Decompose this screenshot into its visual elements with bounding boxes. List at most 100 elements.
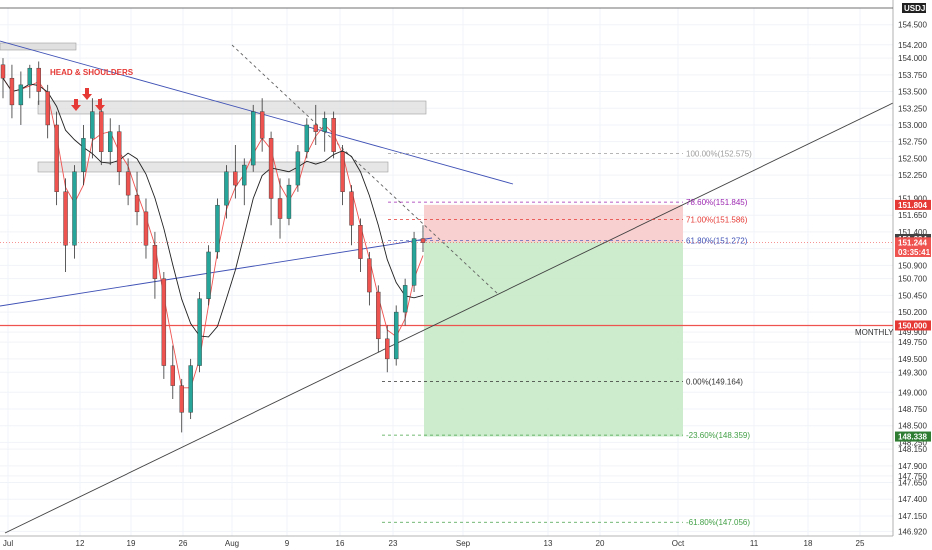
date-tick-label: 25 [856, 539, 865, 548]
candle-body [161, 278, 167, 366]
candle-body [420, 238, 426, 243]
price-badge [895, 237, 931, 248]
candlestick-layer[interactable] [0, 58, 426, 433]
dashed-projection-line [231, 44, 499, 295]
zone-layer [0, 42, 427, 173]
price-tick-label: 152.250 [898, 171, 927, 180]
date-tick-label: Oct [672, 539, 685, 548]
candle-body [54, 124, 59, 192]
date-tick-label: 11 [750, 539, 759, 548]
price-tick-label: 148.750 [898, 405, 927, 414]
price-tick-label: 149.900 [898, 328, 927, 337]
price-tick-label: 148.250 [898, 438, 927, 447]
fibonacci-level-label: 78.60%(151.845) [686, 198, 748, 207]
price-tick-label: 151.400 [898, 228, 927, 237]
candle-body [277, 198, 283, 219]
candle-body [99, 111, 104, 152]
candle-body [349, 191, 354, 226]
price-badge-label: 151.804 [898, 201, 927, 210]
price-tick-label: 153.750 [898, 71, 927, 80]
price-tick-label: 149.500 [898, 355, 927, 364]
price-tick-label: 148.150 [898, 445, 927, 454]
price-tick-label: 147.750 [898, 472, 927, 481]
price-tick-label: 147.650 [898, 479, 927, 488]
price-tick-label: 153.000 [898, 121, 927, 130]
shoulder-arrow-icon [95, 99, 105, 111]
candle-body [188, 365, 193, 413]
stop-loss-zone [424, 204, 683, 243]
candle-body [9, 77, 15, 106]
price-tick-labels: 154.500 154.200 154.000 153.750 153.500 153.2… [898, 21, 927, 537]
candle-body [197, 298, 202, 366]
fibonacci-level-label: -23.60%(148.359) [686, 431, 750, 440]
shoulder-arrow-icon [71, 99, 81, 111]
candle-body [108, 131, 113, 152]
price-axis-panel [893, 0, 932, 550]
price-tick-label: 154.000 [898, 54, 927, 63]
position-layer [0, 204, 893, 437]
price-tick-label: 150.450 [898, 291, 927, 300]
candle-body [393, 311, 399, 360]
price-tick-label: 152.750 [898, 138, 927, 147]
price-badge-label: 150.000 [898, 321, 927, 330]
price-tick-label: 151.900 [898, 194, 927, 203]
price-tick-label: 149.300 [898, 368, 927, 377]
date-tick-label: 18 [804, 539, 813, 548]
candle-body [125, 171, 131, 196]
date-tick-label: Jul [3, 539, 13, 548]
candle-body [206, 251, 211, 299]
price-tick-label: 148.500 [898, 422, 927, 431]
candle-body [331, 118, 336, 152]
date-tick-labels: Jul 12 19 26 Aug 9 16 23 Sep 13 20 Oct 11 18 25 [3, 539, 865, 548]
date-tick-label: Aug [225, 539, 239, 548]
date-tick-label: 16 [336, 539, 345, 548]
price-badge [895, 431, 931, 442]
annotation-layer: HEAD & SHOULDERS [50, 68, 134, 111]
symbol-badge: USDJPY [902, 3, 932, 13]
candle-body [259, 111, 265, 139]
price-tick-label: 146.920 [898, 527, 927, 536]
take-profit-zone [424, 242, 683, 437]
fibonacci-level-label: 61.80%(151.272) [686, 236, 748, 245]
price-tick-label: 149.000 [898, 388, 927, 397]
date-tick-label: 19 [127, 539, 136, 548]
date-tick-label: 26 [179, 539, 188, 548]
price-tick-label: 147.400 [898, 495, 927, 504]
price-tick-label: 147.150 [898, 512, 927, 521]
price-tick-label: 149.750 [898, 338, 927, 347]
candle-body [304, 124, 310, 152]
neckline-zone-lower [37, 161, 389, 173]
candle-body [0, 64, 6, 79]
price-badge [895, 199, 931, 210]
candle-body [402, 285, 408, 313]
candle-body [134, 194, 140, 213]
monthly-level-label: MONTHLY [855, 328, 894, 337]
price-tick-label: 150.900 [898, 261, 927, 270]
candle-body [18, 84, 24, 106]
date-tick-label: Sep [456, 539, 471, 548]
date-tick-label: 13 [544, 539, 553, 548]
fibonacci-layer: 100.00%(152.575) 78.60%(151.845) 71.00%(15… [382, 149, 752, 527]
price-tick-label: 147.900 [898, 462, 927, 471]
candle-body [268, 138, 274, 199]
price-tick-label: 150.700 [898, 275, 927, 284]
fibonacci-level-label: 71.00%(151.586) [686, 215, 748, 224]
head-shoulders-label: HEAD & SHOULDERS [50, 68, 134, 77]
fibonacci-level-label: 100.00%(152.575) [686, 149, 752, 158]
candle-body [215, 204, 220, 253]
candle-body [45, 91, 50, 126]
candle-body [90, 111, 95, 139]
candle-body [358, 225, 363, 259]
candle-body [295, 151, 301, 186]
price-badge-label: 151.244 [898, 238, 927, 247]
price-badge [895, 320, 931, 331]
price-badges: 151.804151.294151.24403:35:41150.000148.… [895, 199, 931, 442]
neckline-zone-upper [37, 100, 427, 115]
price-tick-label: 154.500 [898, 21, 927, 30]
candle-body [367, 258, 372, 293]
candle-body [224, 171, 229, 206]
candle-body [385, 338, 390, 360]
slow-moving-average [2, 77, 424, 338]
